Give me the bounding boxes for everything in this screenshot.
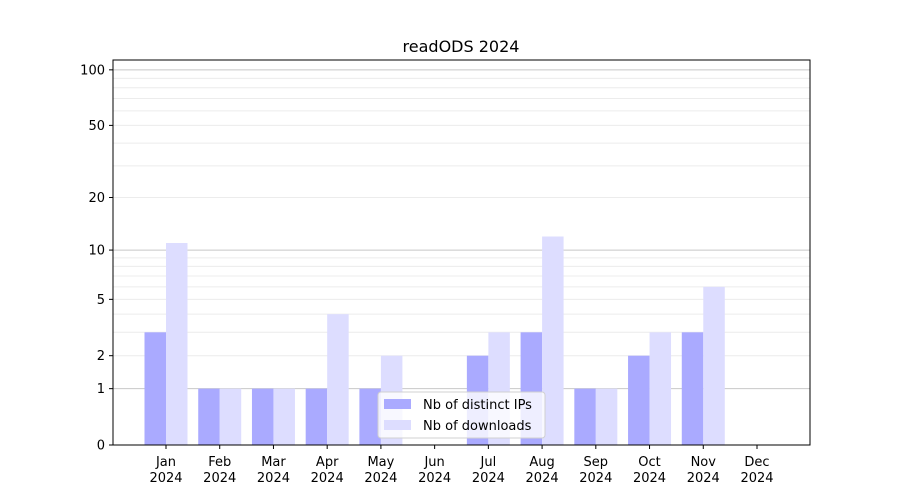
legend-swatch [384,399,411,409]
x-tick-label: 2024 [364,471,397,486]
x-tick-label: 2024 [149,471,182,486]
y-tick-label: 100 [80,63,105,78]
bar-distinct-ips [574,388,596,445]
y-tick-label: 20 [88,191,105,206]
legend-box [377,391,546,439]
x-tick-label: Jan [155,455,176,470]
bar-downloads [542,236,564,445]
bar-distinct-ips [251,388,274,445]
x-tick-label: 2024 [526,471,559,486]
x-tick-label: 2024 [579,471,612,486]
x-tick-label: May [367,455,394,470]
legend: Nb of distinct IPs Nb of downloads [377,391,546,439]
y-axis: 0 1 2 5 10 20 50 100 [80,63,113,454]
x-tick-label: 2024 [203,471,236,486]
bar-downloads [327,314,349,445]
plot-frame [112,59,811,446]
y-tick-label: 5 [97,293,105,308]
bar-downloads [166,243,188,445]
x-tick-label: 2024 [740,471,773,486]
bar-distinct-ips [681,332,704,445]
y-tick-label: 0 [97,439,105,454]
x-tick-label: Oct [638,455,660,470]
grid [113,69,810,390]
x-tick-label: 2024 [418,471,451,486]
x-tick-label: Jun [423,455,444,470]
bar-downloads [703,286,725,445]
bar-distinct-ips [305,388,328,445]
y-tick-label: 2 [97,349,105,364]
bar-distinct-ips [628,355,650,445]
bar-downloads [219,388,242,445]
chart-title: readODS 2024 [403,37,520,56]
bar-distinct-ips [198,388,220,445]
x-tick-label: Dec [744,455,769,470]
x-axis: Jan2024Feb2024Mar2024Apr2024May2024Jun20… [149,445,774,486]
x-tick-label: Aug [529,455,554,470]
x-tick-label: Sep [584,455,609,470]
legend-swatch [384,420,411,430]
y-tick-label: 1 [97,382,105,397]
bar-downloads [595,388,618,445]
x-tick-label: 2024 [687,471,720,486]
x-tick-label: Jul [480,455,497,470]
x-tick-label: Apr [316,455,339,470]
x-tick-label: 2024 [257,471,290,486]
x-tick-label: 2024 [472,471,505,486]
bar-distinct-ips [359,388,381,445]
bar-distinct-ips [144,332,166,445]
legend-label: Nb of downloads [423,419,532,434]
y-tick-label: 10 [88,244,105,259]
x-tick-label: 2024 [311,471,344,486]
x-tick-label: 2024 [633,471,666,486]
legend-label: Nb of distinct IPs [423,398,532,413]
bar-downloads [649,332,672,445]
x-tick-label: Nov [691,455,717,470]
x-tick-label: Mar [261,455,286,470]
x-tick-label: Feb [208,455,231,470]
y-tick-label: 50 [88,119,105,134]
bar-downloads [273,388,295,445]
